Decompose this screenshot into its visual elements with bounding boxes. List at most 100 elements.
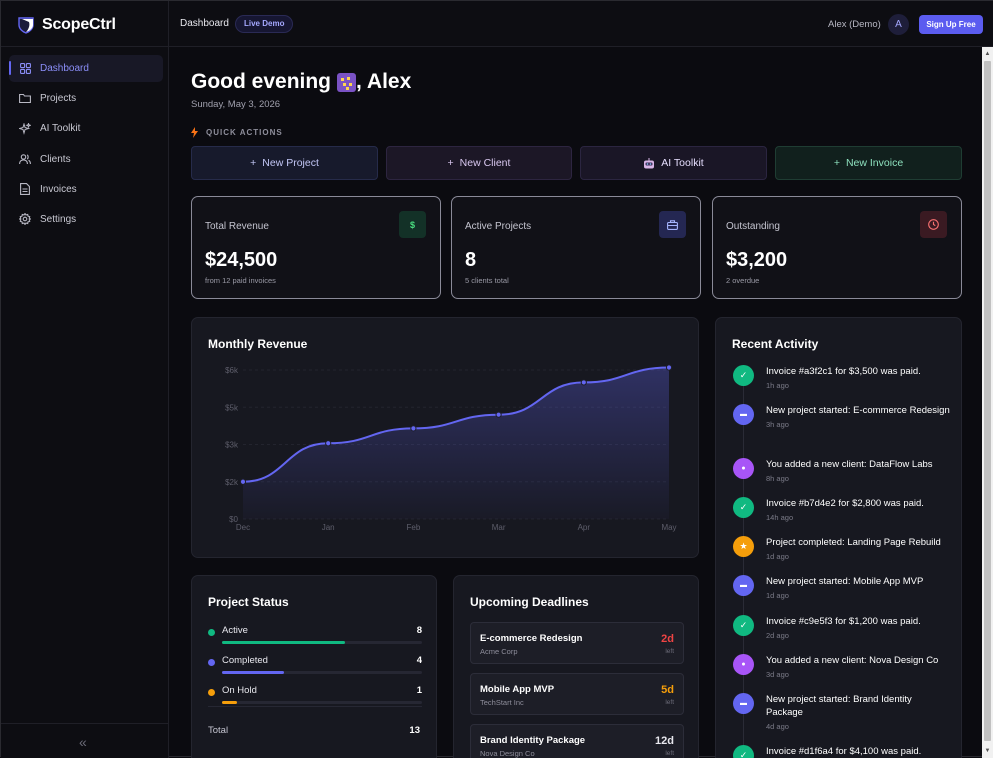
divider — [208, 706, 422, 707]
stat-card-outstanding: Outstanding $3,200 2 overdue — [712, 196, 962, 299]
y-tick-label: $6k — [225, 366, 239, 375]
deadline-client: TechStart Inc — [480, 698, 524, 707]
activity-time: 8h ago — [766, 474, 789, 483]
deadline-project: E-commerce Redesign — [480, 633, 583, 644]
avatar[interactable]: A — [888, 14, 909, 35]
city-emoji-icon — [337, 72, 357, 92]
scroll-down-arrow-icon[interactable]: ▼ — [984, 748, 991, 754]
activity-text: You added a new client: DataFlow Labs 8h … — [766, 458, 951, 485]
activity-text: New project started: Brand Identity Pack… — [766, 693, 951, 733]
activity-time: 3d ago — [766, 670, 789, 679]
dashboard-main: Good evening , Alex Sunday, May 3, 2026 … — [169, 47, 982, 758]
x-tick-label: Mar — [492, 523, 506, 532]
progress-fill — [222, 641, 345, 644]
status-count: 1 — [416, 685, 422, 696]
file-icon — [19, 183, 31, 196]
status-dot — [208, 629, 215, 636]
deadline-item[interactable]: E-commerce Redesign Acme Corp 2d left — [470, 622, 684, 664]
ai-toolkit-button[interactable]: AI Toolkit — [580, 146, 767, 180]
activity-message: Invoice #c9e5f3 for $1,200 was paid. — [766, 616, 921, 627]
stat-value: $24,500 — [205, 249, 278, 271]
y-tick-label: $0 — [229, 515, 238, 524]
sidebar-item-clients[interactable]: Clients — [9, 146, 163, 173]
new-invoice-button[interactable]: + New Invoice — [775, 146, 962, 180]
activity-message: Project completed: Landing Page Rebuild — [766, 537, 941, 548]
folder-icon: ▬ — [733, 404, 754, 425]
deadline-item[interactable]: Mobile App MVP TechStart Inc 5d left — [470, 673, 684, 715]
dollar-icon: $ — [399, 211, 426, 238]
y-tick-label: $2k — [225, 478, 239, 487]
data-point — [580, 379, 587, 386]
project-status-card: Project Status Active 8 Completed 4 On Hold 1… — [191, 575, 437, 758]
deadline-days: 12d — [655, 735, 674, 747]
page-scrollbar[interactable]: ▲ ▼ — [982, 47, 993, 758]
y-tick-label: $3k — [225, 441, 239, 450]
project-status-title: Project Status — [208, 595, 289, 609]
timeline-line — [743, 376, 744, 758]
star-icon: ★ — [733, 536, 754, 557]
stat-value: $3,200 — [726, 249, 788, 271]
deadline-days: 5d — [661, 684, 674, 696]
briefcase-icon — [659, 211, 686, 238]
x-tick-label: Dec — [236, 523, 250, 532]
total-count: 13 — [409, 725, 420, 736]
revenue-area — [243, 367, 669, 519]
sidebar-item-ai-toolkit[interactable]: AI Toolkit — [9, 115, 163, 142]
quick-actions-heading: QUICK ACTIONS — [191, 127, 283, 138]
lightning-icon — [191, 127, 198, 138]
button-label: New Project — [262, 157, 319, 169]
status-count: 8 — [416, 625, 422, 636]
sidebar-item-dashboard[interactable]: Dashboard — [9, 55, 163, 82]
user-icon: ● — [733, 654, 754, 675]
gear-icon — [19, 213, 31, 226]
deadline-days: 2d — [661, 633, 674, 645]
stat-value: 8 — [465, 249, 477, 271]
users-icon — [19, 153, 31, 165]
activity-text: New project started: Mobile App MVP 1d ag… — [766, 575, 951, 602]
activity-time: 14h ago — [766, 513, 794, 522]
shield-logo-icon — [18, 17, 34, 34]
status-dot — [208, 659, 215, 666]
stat-title: Active Projects — [465, 221, 532, 232]
sign-up-button[interactable]: Sign Up Free — [919, 15, 983, 34]
activity-text: Invoice #d1f6a4 for $4,100 was paid. — [766, 745, 951, 758]
chart-title: Monthly Revenue — [208, 337, 308, 351]
deadline-project: Brand Identity Package — [480, 735, 586, 746]
activity-message: You added a new client: Nova Design Co — [766, 655, 939, 666]
data-point — [495, 411, 502, 418]
new-project-button[interactable]: + New Project — [191, 146, 378, 180]
greeting-text: Good evening — [191, 70, 332, 93]
stat-card-total-revenue: Total Revenue $24,500 from 12 paid invoi… — [191, 196, 441, 299]
new-client-button[interactable]: + New Client — [386, 146, 572, 180]
upcoming-deadlines-card: Upcoming Deadlines E-commerce Redesign Ac… — [453, 575, 699, 758]
folder-icon: ▬ — [733, 693, 754, 714]
clock-icon — [920, 211, 947, 238]
x-tick-label: May — [661, 523, 676, 532]
button-label: New Invoice — [845, 157, 904, 169]
plus-icon: + — [250, 157, 257, 169]
sidebar-item-projects[interactable]: Projects — [9, 85, 163, 112]
recent-activity-card: Recent Activity ✓ Invoice #a3f2c1 for $3,… — [715, 317, 962, 758]
scroll-up-arrow-icon[interactable]: ▲ — [984, 51, 991, 57]
sidebar-item-settings[interactable]: Settings — [9, 206, 163, 233]
sidebar-item-invoices[interactable]: Invoices — [9, 176, 163, 203]
deadline-client: Acme Corp — [480, 647, 518, 656]
total-label: Total — [208, 725, 229, 736]
x-tick-label: Feb — [407, 523, 421, 532]
status-label: On Hold — [222, 685, 257, 696]
greeting-name: , Alex — [356, 70, 412, 93]
deadline-item[interactable]: Brand Identity Package Nova Design Co 12d l… — [470, 724, 684, 758]
sidebar-item-label: Clients — [40, 153, 71, 165]
sidebar-nav: Dashboard Projects AI Toolkit Clients — [9, 55, 163, 236]
app-logo[interactable]: ScopeCtrl — [16, 13, 116, 37]
grid-icon — [19, 63, 31, 75]
data-point — [410, 425, 417, 432]
scrollbar-thumb[interactable] — [984, 61, 991, 741]
button-label: New Client — [459, 157, 511, 169]
check-icon: ✓ — [733, 497, 754, 518]
monthly-revenue-card: Monthly Revenue $0 $2k $3k $5k $6k Dec Jan Feb M… — [191, 317, 699, 558]
collapse-sidebar-icon[interactable]: « — [79, 734, 87, 750]
stat-subtext: 5 clients total — [465, 276, 509, 285]
progress-fill — [222, 671, 284, 674]
page-title: Good evening , Alex — [191, 70, 411, 94]
